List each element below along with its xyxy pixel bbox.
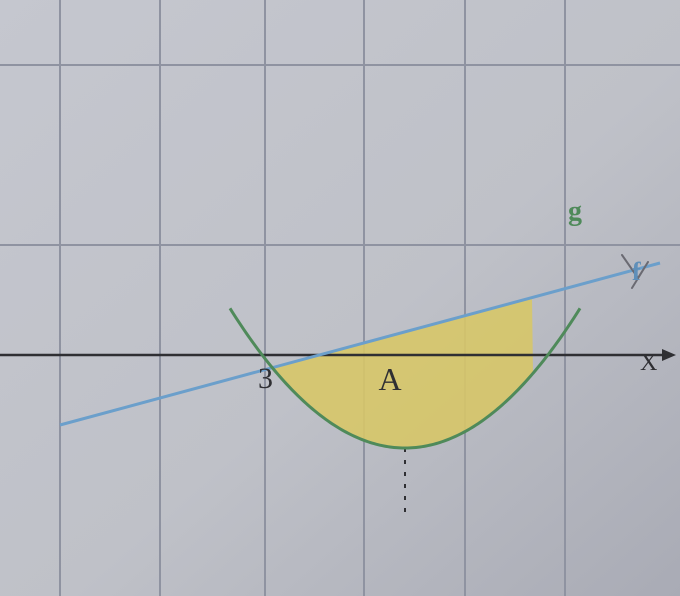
plot-svg: 3 Ag f X — [0, 0, 680, 596]
function-plot-chart: 3 Ag f X — [0, 0, 680, 596]
curve-label-g: g — [568, 196, 582, 227]
area-label: A — [378, 361, 401, 397]
x-axis-label: X — [640, 350, 657, 376]
tick-label-3: 3 — [258, 362, 273, 395]
curve-label-f: f — [632, 257, 641, 286]
